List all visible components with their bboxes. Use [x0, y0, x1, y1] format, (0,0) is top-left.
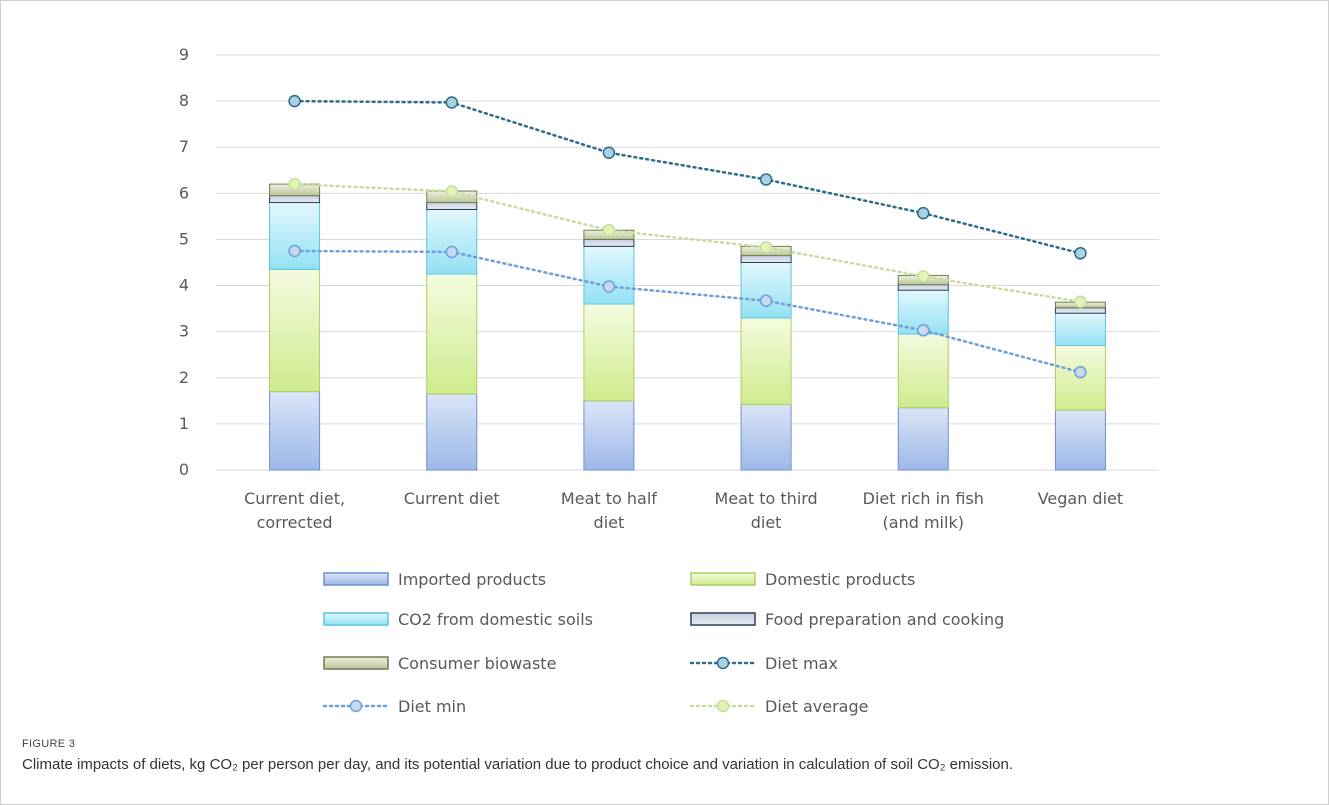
legend-label-co2-from-domestic-soils: CO2 from domestic soils	[398, 610, 593, 629]
y-tick-label-0: 0	[179, 460, 189, 479]
marker-diet-max-1	[445, 96, 458, 109]
x-category-label-4: Diet rich in fish (and milk)	[863, 489, 984, 532]
legend-label-consumer-biowaste: Consumer biowaste	[398, 654, 556, 673]
marker-diet-min-2	[602, 280, 616, 293]
marker-diet-max-0	[288, 94, 301, 108]
y-tick-label-5: 5	[179, 229, 189, 248]
figure-caption-block: FIGURE 3 Climate impacts of diets, kg CO…	[22, 738, 1312, 775]
y-tick-label-7: 7	[179, 137, 189, 156]
legend-label-diet-min: Diet min	[398, 697, 466, 716]
x-category-label-0: Current diet, corrected	[244, 489, 345, 532]
bar-segment-food-preparation-and-cooking-4	[897, 284, 949, 291]
marker-diet-min-5	[1074, 365, 1087, 379]
legend-label-imported-products: Imported products	[398, 570, 546, 589]
bar-segment-food-preparation-and-cooking-5	[1054, 307, 1106, 314]
line-diet-max	[293, 99, 1082, 255]
y-tick-label-2: 2	[179, 368, 189, 387]
legend-item-diet-min: Diet min	[322, 697, 466, 716]
bar-segment-domestic-products-0	[269, 268, 321, 393]
y-tick-label-8: 8	[179, 91, 189, 110]
marker-diet-min-4	[917, 324, 930, 337]
bar-segment-co2-from-domestic-soils-2	[583, 245, 635, 305]
bar-segment-imported-products-0	[269, 391, 321, 471]
marker-diet-min-1	[445, 245, 458, 259]
legend-marker-diet-min	[349, 699, 363, 713]
legend-item-diet-average: Diet average	[689, 697, 868, 716]
legend-label-food-preparation-and-cooking: Food preparation and cooking	[765, 610, 1004, 629]
legend-marker-diet-average	[716, 699, 730, 713]
bars	[269, 183, 1106, 471]
bar-segment-domestic-products-3	[740, 317, 792, 406]
legend-item-food-preparation-and-cooking: Food preparation and cooking	[690, 610, 1004, 629]
legend-item-imported-products: Imported products	[323, 570, 546, 589]
legend-item-diet-max: Diet max	[689, 654, 838, 673]
bar-segment-co2-from-domestic-soils-3	[740, 262, 792, 319]
legend-item-co2-from-domestic-soils: CO2 from domestic soils	[323, 610, 593, 629]
bar-segment-food-preparation-and-cooking-1	[426, 202, 478, 210]
bar-segment-co2-from-domestic-soils-0	[269, 202, 321, 270]
legend-item-domestic-products: Domestic products	[690, 570, 915, 589]
marker-diet-average-2	[602, 223, 616, 237]
bar-segment-imported-products-2	[583, 400, 635, 471]
legend: Imported products Domestic products CO2 fr…	[322, 570, 1004, 716]
marker-diet-min-0	[288, 244, 301, 258]
bar-segment-imported-products-3	[740, 404, 792, 471]
legend-swatch-food-preparation-and-cooking	[690, 612, 756, 626]
y-tick-label-6: 6	[179, 183, 189, 202]
y-tick-label-1: 1	[179, 414, 189, 433]
gridlines	[216, 54, 1159, 471]
legend-label-diet-average: Diet average	[765, 697, 868, 716]
marker-diet-average-4	[917, 270, 930, 283]
bar-segment-food-preparation-and-cooking-3	[740, 255, 792, 263]
legend-swatch-domestic-products	[690, 572, 756, 586]
marker-diet-average-5	[1074, 295, 1087, 308]
bar-segment-domestic-products-4	[897, 333, 949, 409]
marker-diet-average-0	[288, 177, 301, 191]
legend-label-diet-max: Diet max	[765, 654, 838, 673]
bar-segment-imported-products-1	[426, 393, 478, 471]
legend-label-domestic-products: Domestic products	[765, 570, 915, 589]
bar-segment-co2-from-domestic-soils-5	[1054, 312, 1106, 347]
x-category-label-2: Meat to half diet	[561, 489, 657, 532]
legend-marker-diet-max	[716, 656, 730, 670]
bar-segment-domestic-products-1	[426, 273, 478, 395]
bar-segment-imported-products-4	[897, 407, 949, 471]
legend-swatch-consumer-biowaste	[323, 656, 389, 670]
line-diet-average	[293, 182, 1082, 303]
marker-diet-min-3	[759, 294, 773, 308]
bar-segment-domestic-products-2	[583, 303, 635, 402]
marker-diet-max-3	[759, 173, 773, 186]
y-axis-tick-labels: 0 1 2 3 4 5 6 7 8 9	[179, 45, 189, 479]
marker-diet-max-2	[602, 146, 616, 160]
marker-diet-max-4	[917, 206, 930, 220]
figure-caption: Climate impacts of diets, kg CO₂ per per…	[22, 756, 1014, 773]
x-category-label-1: Current diet	[404, 489, 500, 508]
x-category-label-5: Vegan diet	[1038, 489, 1123, 508]
bar-segment-food-preparation-and-cooking-0	[269, 195, 321, 204]
lines	[288, 94, 1087, 379]
x-axis-category-labels: Current diet, corrected Current diet Meat t…	[244, 489, 1123, 532]
y-tick-label-4: 4	[179, 276, 189, 295]
y-tick-label-9: 9	[179, 45, 189, 64]
marker-diet-average-1	[445, 185, 458, 198]
marker-diet-average-3	[759, 241, 773, 254]
legend-swatch-imported-products	[323, 572, 389, 586]
marker-diet-max-5	[1074, 247, 1087, 260]
figure-label: FIGURE 3	[22, 738, 76, 750]
line-diet-min	[293, 249, 1082, 374]
x-category-label-3: Meat to third diet	[714, 489, 817, 532]
bar-segment-food-preparation-and-cooking-2	[583, 238, 635, 247]
legend-swatch-co2-from-domestic-soils	[323, 612, 389, 626]
y-tick-label-3: 3	[179, 322, 189, 341]
bar-segment-imported-products-5	[1054, 409, 1106, 471]
bar-segment-co2-from-domestic-soils-1	[426, 208, 478, 275]
legend-item-consumer-biowaste: Consumer biowaste	[323, 654, 556, 673]
